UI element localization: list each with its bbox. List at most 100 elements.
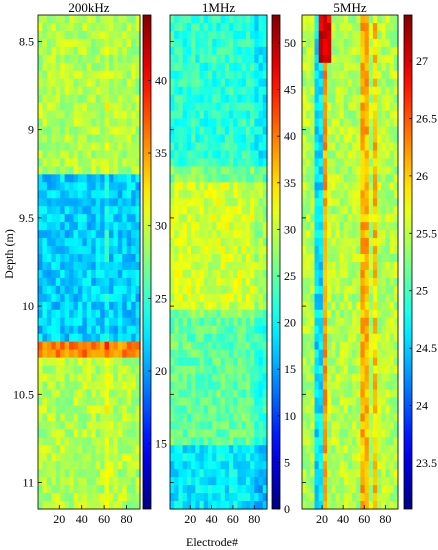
heatmap-cell [216, 222, 222, 231]
heatmap-cell [55, 501, 61, 510]
heatmap-cell [86, 325, 92, 335]
heatmap-cell [86, 110, 92, 120]
heatmap-cell [73, 365, 79, 375]
heatmap-cell [245, 198, 251, 207]
heatmap-cell [302, 182, 307, 191]
heatmap-cell [258, 413, 264, 422]
heatmap-cell [77, 445, 83, 454]
heatmap-cell [258, 54, 264, 64]
heatmap-cell [224, 214, 230, 223]
heatmap-cell [95, 86, 101, 96]
heatmap-cell [347, 349, 353, 359]
heatmap-cell [191, 158, 196, 167]
colorbar-tick-label: 30 [155, 219, 167, 233]
heatmap-cell [385, 429, 391, 438]
heatmap-cell [224, 62, 230, 72]
heatmap-cell [178, 453, 184, 462]
heatmap-cell [381, 389, 387, 399]
heatmap-cell [131, 54, 137, 64]
heatmap-cell [310, 381, 316, 391]
heatmap-cell [347, 301, 353, 311]
heatmap-cell [64, 78, 70, 88]
heatmap-cell [73, 15, 79, 24]
heatmap-cell [186, 277, 192, 287]
heatmap-cell [216, 198, 222, 207]
heatmap-cell [314, 182, 320, 191]
heatmap-cell [170, 437, 175, 446]
heatmap-cell [262, 429, 268, 438]
heatmap-cell [352, 46, 357, 56]
heatmap-cell [46, 461, 52, 470]
heatmap-cell [38, 142, 44, 152]
heatmap-cell [126, 469, 132, 478]
heatmap-cell [224, 190, 230, 199]
heatmap-cell [229, 493, 234, 502]
heatmap-cell [135, 381, 141, 391]
heatmap-cell [322, 461, 328, 470]
heatmap-cell [178, 238, 184, 247]
heatmap-cell [100, 349, 106, 359]
heatmap-cell [91, 15, 97, 24]
heatmap-cell [377, 325, 382, 335]
heatmap-cell [393, 30, 399, 40]
heatmap-cell [182, 501, 188, 510]
heatmap-cell [318, 254, 324, 263]
heatmap-cell [212, 22, 217, 32]
heatmap-cell [360, 150, 366, 160]
heatmap-cell [360, 86, 366, 96]
heatmap-cell [262, 365, 268, 375]
heatmap-cell [131, 501, 137, 510]
heatmap-cell [368, 22, 374, 32]
heatmap-cell [195, 110, 201, 120]
heatmap-cell [174, 254, 180, 263]
heatmap-cell [335, 110, 341, 120]
heatmap-cell [250, 381, 255, 391]
heatmap-cell [220, 437, 226, 446]
heatmap-cell [82, 174, 88, 183]
heatmap-cell [229, 15, 234, 24]
heatmap-cell [335, 30, 341, 40]
heatmap-cell [356, 30, 362, 40]
heatmap-cell [199, 38, 205, 48]
heatmap-cell [250, 166, 255, 175]
heatmap-cell [207, 230, 213, 239]
heatmap-cell [322, 190, 328, 199]
heatmap-cell [122, 381, 128, 391]
heatmap-cell [302, 405, 307, 414]
heatmap-cell [108, 493, 114, 502]
heatmap-cell [224, 30, 230, 40]
heatmap-cell [368, 397, 374, 407]
heatmap-cell [393, 501, 399, 510]
heatmap-cell [385, 54, 391, 64]
heatmap-cell [69, 397, 75, 407]
heatmap-cell [302, 30, 307, 40]
heatmap-cell [389, 485, 395, 494]
heatmap-cell [250, 38, 255, 48]
heatmap-cell [377, 238, 382, 247]
heatmap-cell [195, 150, 201, 160]
heatmap-cell [86, 182, 92, 191]
heatmap-cell [203, 190, 209, 199]
heatmap-cell [73, 38, 79, 48]
heatmap-cell [212, 381, 217, 391]
heatmap-cell [233, 389, 239, 399]
heatmap-cell [368, 325, 374, 335]
heatmap-cell [108, 22, 114, 32]
heatmap-cell [331, 62, 336, 72]
heatmap-cell [335, 389, 341, 399]
heatmap-cell [229, 110, 234, 120]
heatmap-cell [322, 397, 328, 407]
heatmap-cell [250, 22, 255, 32]
heatmap-cell [186, 38, 192, 48]
heatmap-cell [91, 62, 97, 72]
heatmap-cell [220, 134, 226, 144]
heatmap-cell [108, 142, 114, 152]
heatmap-cell [229, 317, 234, 327]
heatmap-cell [335, 453, 341, 462]
heatmap-cell [60, 30, 66, 40]
heatmap-cell [364, 166, 370, 175]
heatmap-cell [38, 365, 44, 375]
heatmap-cell [186, 214, 192, 223]
heatmap-cell [195, 373, 201, 383]
heatmap-cell [55, 477, 61, 486]
